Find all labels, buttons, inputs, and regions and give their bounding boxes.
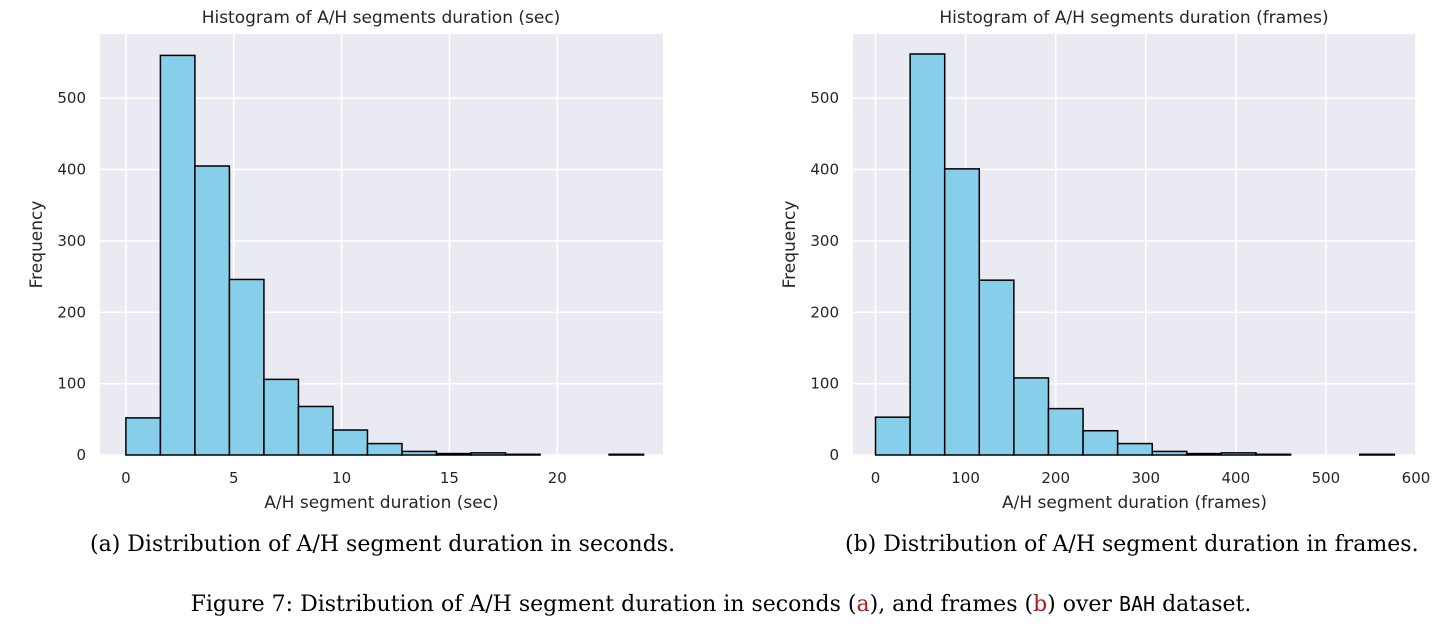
y-tick-label: 500	[57, 89, 86, 107]
histogram-bar	[943, 168, 981, 456]
x-tick-label: 0	[121, 469, 131, 487]
y-tick-label: 200	[810, 303, 839, 321]
histogram-bar	[1186, 452, 1223, 456]
histogram-bar	[263, 378, 300, 456]
caption-end: dataset.	[1162, 592, 1252, 617]
x-tick-label: 400	[1222, 469, 1251, 487]
caption-prefix: Figure 7: Distribution of A/H segment du…	[190, 592, 857, 617]
histogram-bar	[1047, 407, 1084, 456]
chart-panel-a: 0 100 200 300 400 500 0 5 10 15 20 Histogram of A/H…	[27, 8, 663, 513]
histogram-bar	[366, 442, 403, 456]
histogram-bar	[1151, 450, 1188, 456]
y-tick-label: 100	[57, 375, 86, 393]
histogram-bar	[504, 453, 541, 456]
y-tick-label: 400	[810, 161, 839, 179]
x-tick-label: 0	[871, 469, 881, 487]
histogram-bar	[297, 405, 334, 456]
histogram-bar	[470, 452, 507, 456]
histogram-bar	[1116, 442, 1153, 456]
histogram-bar	[608, 453, 645, 456]
caption-mid: ), and frames (	[869, 592, 1034, 617]
x-tick-label: 500	[1312, 469, 1341, 487]
histogram-bar	[1359, 453, 1396, 456]
y-tick-label: 0	[76, 446, 86, 464]
histogram-bar	[909, 53, 946, 456]
histogram-bar	[435, 452, 472, 456]
ref-a-link[interactable]: a	[856, 592, 870, 617]
x-tick-label: 100	[951, 469, 980, 487]
x-tick-label: 20	[548, 469, 567, 487]
dataset-name: BAH	[1118, 592, 1156, 616]
x-axis-label: A/H segment duration (frames)	[1002, 493, 1267, 513]
histogram-bar	[332, 429, 369, 456]
y-tick-label: 400	[57, 161, 86, 179]
caption-suffix: ) over	[1047, 592, 1112, 617]
x-axis-label: A/H segment duration (sec)	[264, 493, 498, 513]
subcaption-a: (a) Distribution of A/H segment duration…	[90, 532, 676, 557]
histogram-bar	[228, 278, 265, 456]
figure-caption: Figure 7: Distribution of A/H segment du…	[0, 592, 1442, 617]
histogram-bar	[401, 450, 438, 456]
subcaption-b: (b) Distribution of A/H segment duration…	[845, 532, 1419, 557]
histogram-bar	[1082, 429, 1119, 456]
histogram-bar	[159, 54, 196, 456]
y-axis-label: Frequency	[27, 201, 47, 289]
chart-title: Histogram of A/H segments duration (sec)	[202, 8, 561, 28]
histogram-bar	[1220, 452, 1257, 456]
histogram-bar	[978, 279, 1015, 456]
figure-charts: 0 100 200 300 400 500 0 5 10 15 20 Histogram of A/H…	[27, 8, 1430, 513]
x-tick-label: 200	[1041, 469, 1070, 487]
x-tick-label: 300	[1131, 469, 1160, 487]
x-tick-label: 600	[1402, 469, 1431, 487]
histogram-bar	[194, 165, 231, 456]
y-axis-label: Frequency	[780, 201, 800, 289]
ref-b-link[interactable]: b	[1033, 592, 1048, 617]
y-tick-label: 300	[57, 232, 86, 250]
chart-title: Histogram of A/H segments duration (fram…	[939, 8, 1328, 28]
histogram-bar	[1255, 453, 1292, 456]
histogram-bar	[1013, 377, 1050, 456]
y-tick-label: 500	[810, 89, 839, 107]
x-tick-label: 5	[229, 469, 239, 487]
y-tick-label: 0	[829, 446, 839, 464]
y-tick-label: 200	[57, 303, 86, 321]
histogram-bar	[125, 417, 162, 456]
x-tick-label: 10	[332, 469, 351, 487]
y-tick-label: 100	[810, 375, 839, 393]
x-tick-label: 15	[440, 469, 459, 487]
histogram-bar	[874, 416, 911, 456]
chart-panel-b: 0 100 200 300 400 500 0 100 200 300 400 500 600 Histo…	[780, 8, 1430, 513]
y-tick-label: 300	[810, 232, 839, 250]
